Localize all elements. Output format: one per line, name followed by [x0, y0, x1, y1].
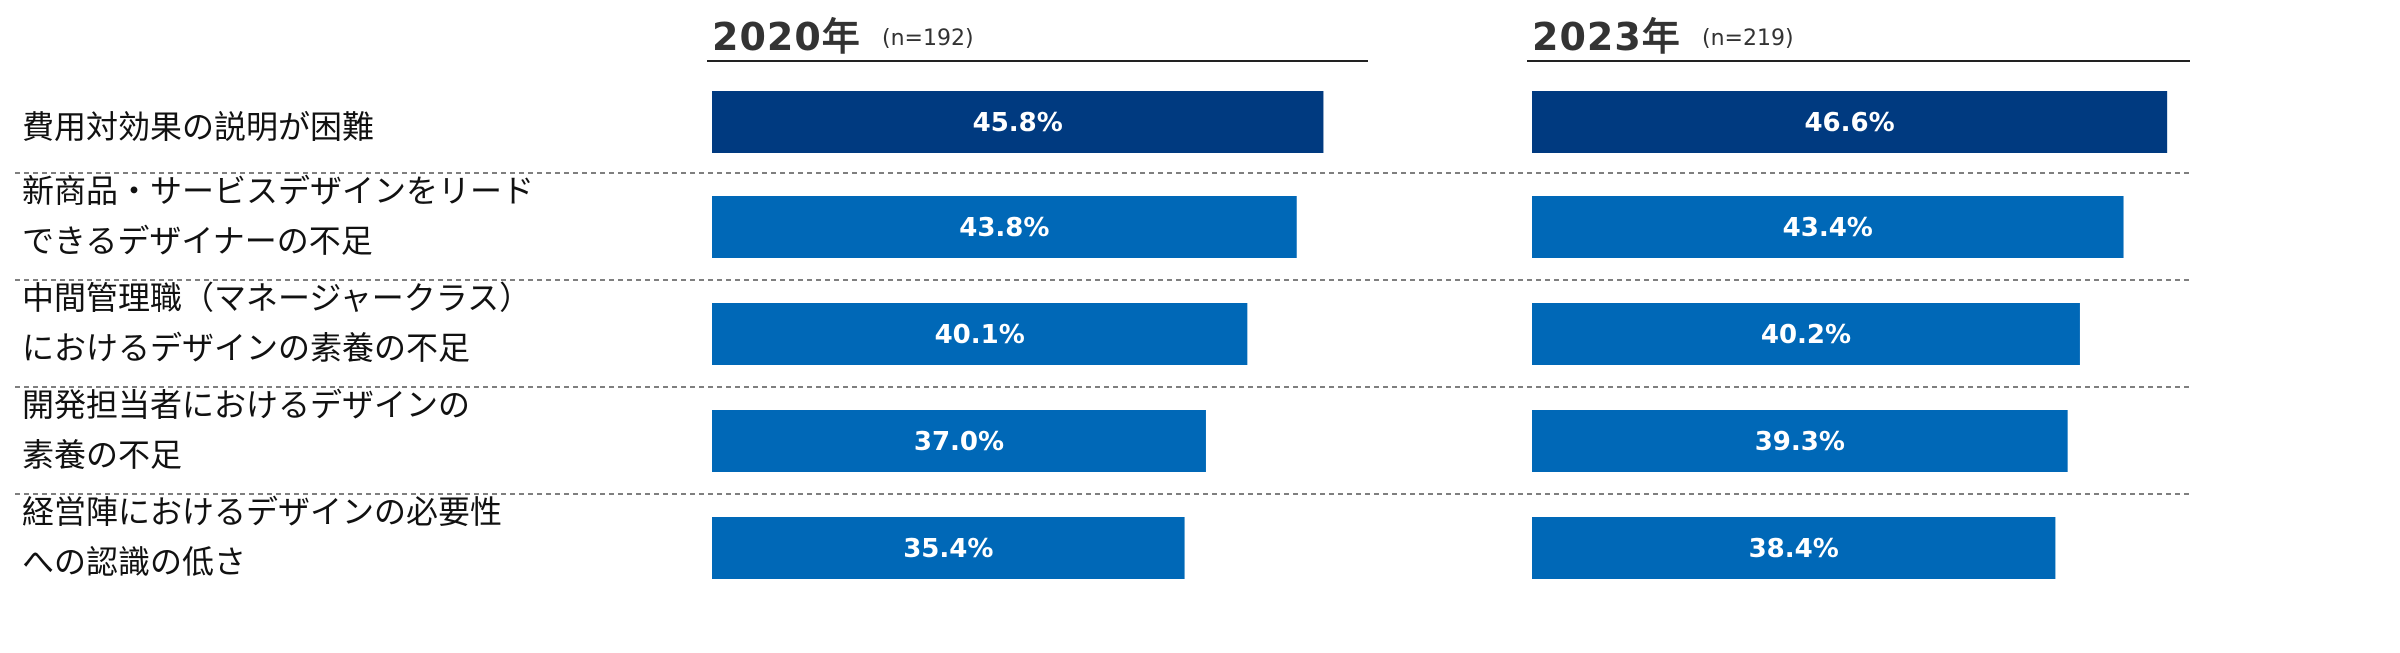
bar-1-3: [1532, 410, 2068, 472]
panel-n-label: (n=219): [1702, 26, 1794, 51]
category-label: 経営陣におけるデザインの必要性: [22, 493, 502, 531]
bar-1-4: [1532, 517, 2056, 579]
bar-1-2: [1532, 303, 2080, 365]
data-label: 43.8%: [959, 213, 1049, 243]
bar-0-1: [712, 196, 1297, 258]
bar-0-3: [712, 410, 1206, 472]
bar-0-0: [712, 91, 1324, 153]
category-label: への認識の低さ: [22, 543, 246, 581]
bar-1-1: [1532, 196, 2124, 258]
data-label: 38.4%: [1749, 534, 1839, 564]
panel-title-2020年: 2020年: [712, 15, 861, 59]
category-label: 素養の不足: [22, 436, 182, 474]
bar-0-4: [712, 517, 1185, 579]
category-label: できるデザイナーの不足: [22, 222, 373, 260]
category-label: におけるデザインの素養の不足: [22, 329, 470, 367]
panel-n-label: (n=192): [882, 26, 974, 51]
data-label: 45.8%: [973, 108, 1063, 138]
category-label: 開発担当者におけるデザインの: [22, 386, 470, 424]
data-label: 39.3%: [1755, 427, 1845, 457]
data-label: 43.4%: [1783, 213, 1873, 243]
data-label: 40.2%: [1761, 320, 1851, 350]
category-label: 新商品・サービスデザインをリード: [22, 172, 534, 210]
panel-title-2023年: 2023年: [1532, 15, 1681, 59]
data-label: 35.4%: [903, 534, 993, 564]
bar-0-2: [712, 303, 1248, 365]
category-label: 中間管理職（マネージャークラス）: [22, 279, 531, 317]
data-label: 40.1%: [935, 320, 1025, 350]
data-label: 37.0%: [914, 427, 1004, 457]
data-label: 46.6%: [1804, 108, 1894, 138]
bar-1-0: [1532, 91, 2168, 153]
category-label: 費用対効果の説明が困難: [22, 108, 374, 146]
